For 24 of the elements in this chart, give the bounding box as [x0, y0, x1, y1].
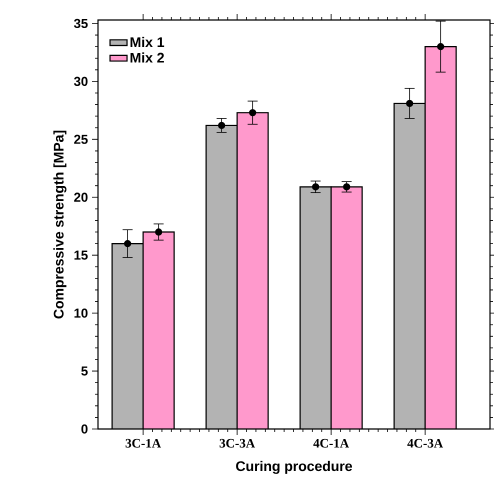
y-tick-label: 15	[74, 250, 88, 260]
y-axis-title: Compressive strength [MPa]	[53, 130, 66, 318]
bar	[330, 186, 363, 429]
y-tick-label: 30	[74, 76, 88, 86]
bar	[206, 124, 238, 429]
bar	[424, 46, 457, 429]
x-tick-label: 3C-3A	[220, 438, 256, 448]
bar	[300, 186, 332, 429]
legend-label: Mix 2	[130, 52, 164, 63]
y-tick-label: 10	[74, 308, 88, 318]
x-axis-title: Curing procedure	[236, 460, 352, 474]
y-tick-label: 25	[74, 134, 88, 144]
y-tick-label: 35	[74, 18, 88, 28]
x-tick-label: 3C-1A	[126, 438, 162, 448]
x-tick-label: 4C-1A	[313, 438, 350, 448]
bar	[394, 102, 426, 429]
y-tick-label: 0	[81, 424, 88, 434]
bar	[142, 231, 175, 429]
bar	[236, 112, 269, 429]
y-tick-label: 20	[74, 192, 88, 202]
y-tick-label: 5	[81, 366, 88, 376]
bar	[112, 243, 144, 429]
x-tick-label: 4C-3A	[407, 438, 444, 448]
legend-label: Mix 1	[130, 36, 164, 47]
